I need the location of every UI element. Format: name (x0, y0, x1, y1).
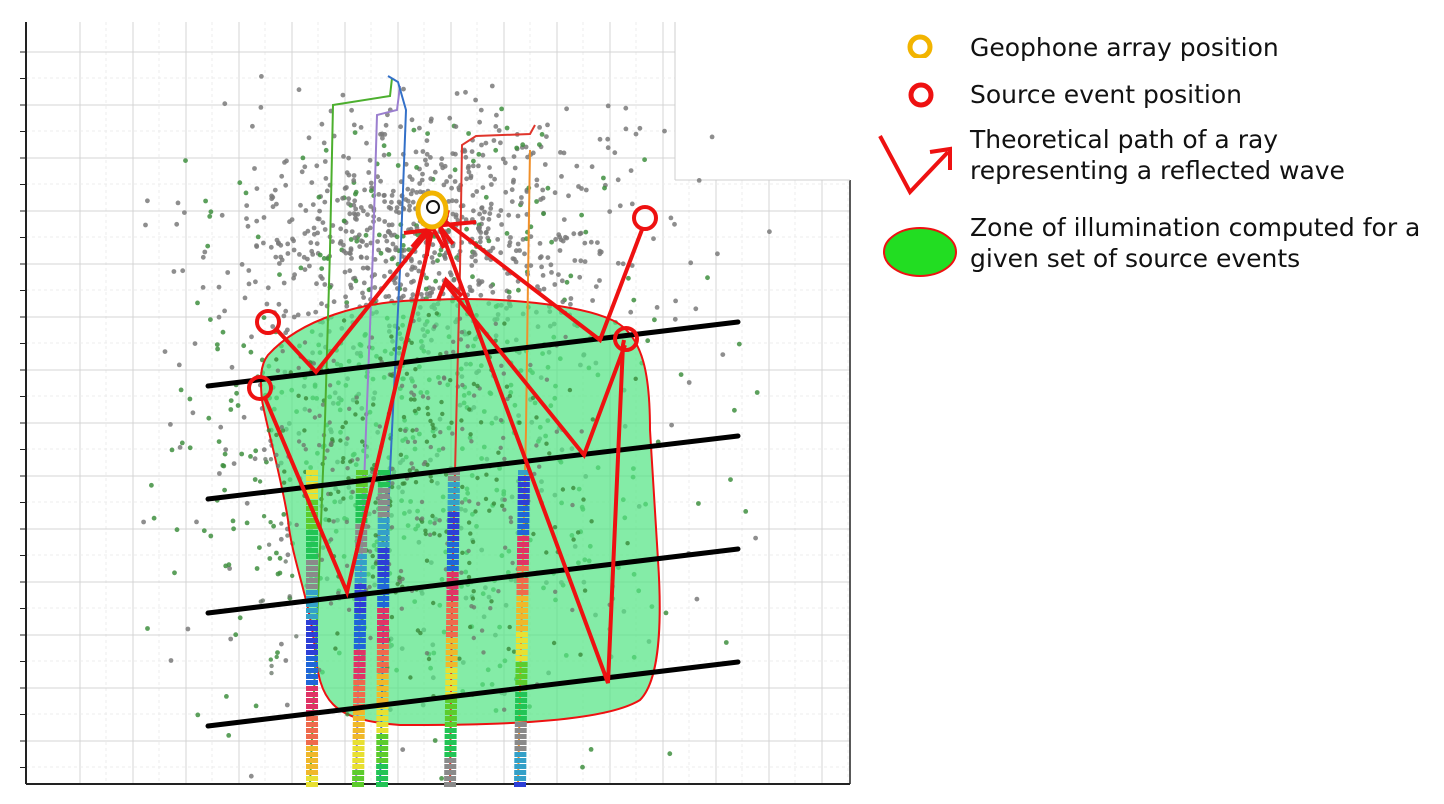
well-trajectory-orange (517, 149, 531, 785)
legend-item-ray: Theoretical path of a ray representing a… (870, 122, 1440, 202)
legend-label-geophone: Geophone array position (970, 33, 1279, 62)
source-event-marker (613, 326, 639, 352)
source-event-icon (908, 82, 934, 108)
source-event-marker (632, 205, 658, 231)
illumination-zone-icon (883, 227, 957, 277)
well-trajectory-red (449, 124, 536, 785)
source-event-marker (247, 375, 273, 401)
legend-item-source: Source event position (870, 70, 1440, 110)
ray-path-1 (275, 230, 430, 376)
source-event-markers (247, 205, 658, 401)
reflector-line-3 (205, 546, 741, 616)
legend-label-zone: Zone of illumination computed for a give… (970, 213, 1421, 273)
ray-path-4 (443, 281, 627, 459)
legend-label-source: Source event position (970, 80, 1242, 109)
legend-item-geophone: Geophone array position (870, 18, 1440, 62)
illumination-diagram (20, 22, 851, 787)
ray-path-2 (263, 231, 434, 599)
reflector-line-2 (205, 433, 741, 502)
ray-path-5 (444, 220, 645, 344)
geophone-array-marker (415, 190, 449, 230)
reflected-ray-icon (878, 135, 952, 196)
reflector-lines (205, 319, 741, 729)
ray-paths (263, 220, 645, 684)
reflector-line-1 (205, 319, 741, 389)
ray-path-3 (438, 227, 626, 684)
source-event-marker (255, 309, 281, 335)
legend-label-ray: Theoretical path of a ray representing a… (970, 125, 1345, 185)
y-ticks (20, 51, 26, 768)
legend-item-zone: Zone of illumination computed for a give… (870, 210, 1440, 290)
well-segments (306, 470, 530, 787)
reflector-line-4 (205, 659, 741, 729)
geophone-marker-icon (907, 34, 933, 58)
ray-arrowhead-4 (436, 276, 464, 301)
legend: Geophone array position Source event pos… (870, 18, 1440, 318)
